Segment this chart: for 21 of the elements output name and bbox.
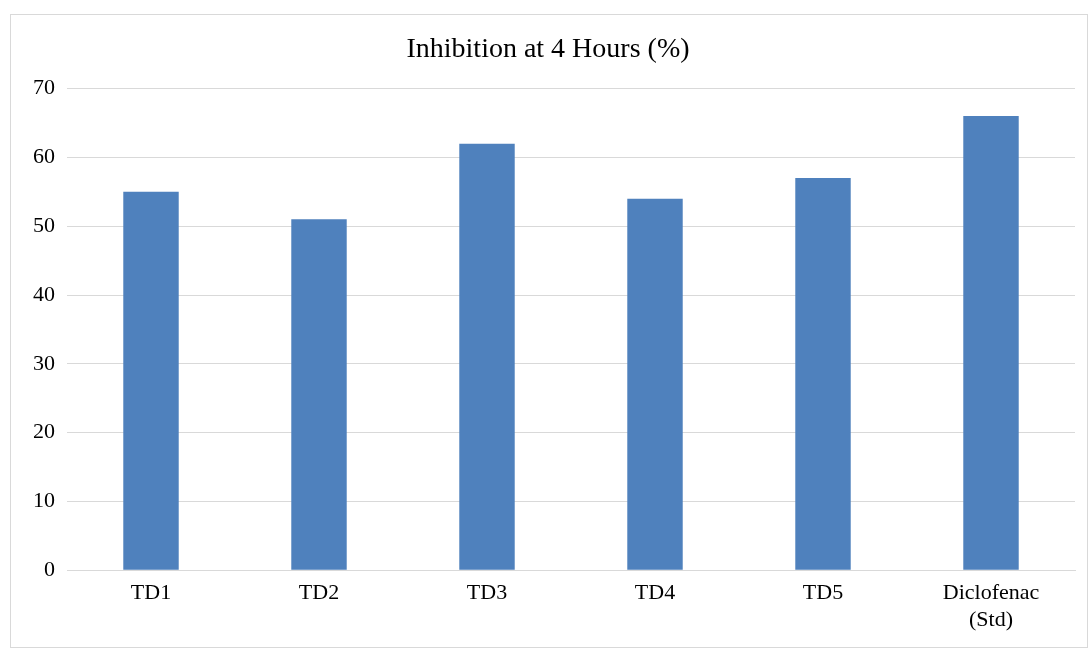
x-tick-label: TD1 xyxy=(130,579,172,605)
y-tick-label: 10 xyxy=(33,487,55,513)
x-tick-label: TD3 xyxy=(466,579,508,605)
x-tick-label: TD4 xyxy=(634,579,676,605)
y-tick-label: 30 xyxy=(33,349,55,375)
y-tick-label: 20 xyxy=(33,418,55,444)
bar xyxy=(795,178,851,570)
x-tick-label: TD2 xyxy=(298,579,340,605)
y-tick-label: 70 xyxy=(33,74,55,100)
bar xyxy=(627,198,683,570)
y-tick-label: 60 xyxy=(33,143,55,169)
bar xyxy=(291,219,347,570)
bar xyxy=(963,116,1019,570)
bar xyxy=(123,191,179,570)
x-tick-label: TD5 xyxy=(802,579,844,605)
x-tick-label: Diclofenac (Std) xyxy=(942,579,1040,631)
y-tick-label: 50 xyxy=(33,211,55,237)
y-tick-label: 0 xyxy=(44,555,55,581)
chart-title: Inhibition at 4 Hours (%) xyxy=(406,32,690,64)
bar xyxy=(459,143,515,570)
y-tick-label: 40 xyxy=(33,280,55,306)
